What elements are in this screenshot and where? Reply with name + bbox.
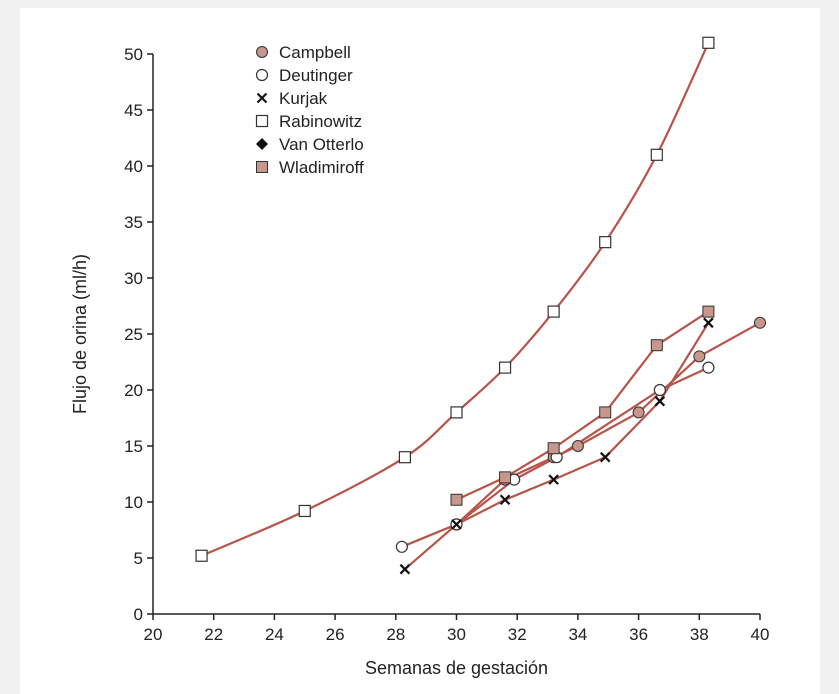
cross-stroke	[548, 474, 559, 485]
rabinowitz-point	[599, 236, 612, 249]
rabinowitz-line	[201, 42, 710, 557]
rabinowitz-point	[398, 451, 412, 464]
chart-panel: 20 22 24 26 28 30 32 34 36 38 40 0 5 10 15 20 25 30 35 40 45…	[20, 8, 820, 694]
legend-deutinger-label: Deutinger	[279, 66, 353, 85]
cross-stroke	[599, 451, 611, 463]
x-axis-title: Semanas de gestación	[365, 658, 548, 678]
rabinowitz-point	[702, 36, 715, 49]
legend-wladimiroff-marker	[256, 161, 268, 173]
deutinger-point	[653, 383, 666, 397]
y-tick-label: 15	[124, 437, 143, 456]
kurjak-point	[703, 317, 714, 329]
cross-stroke	[451, 519, 462, 530]
legend-van-otterlo-label: Van Otterlo	[279, 135, 364, 154]
rabinowitz-point	[195, 549, 208, 562]
y-tick-label: 25	[124, 325, 143, 344]
wladimiroff-point	[599, 406, 612, 419]
wladimiroff-point	[702, 305, 715, 318]
x-tick-label: 26	[326, 625, 345, 644]
legend-van-otterlo-marker	[256, 138, 268, 150]
y-tick-label: 30	[124, 269, 143, 288]
cross-stroke	[256, 92, 268, 104]
cross-stroke	[654, 395, 666, 407]
wladimiroff-point	[650, 339, 663, 352]
legend-kurjak-marker	[256, 92, 268, 104]
wladimiroff-point	[499, 471, 512, 484]
campbell-point	[754, 316, 766, 329]
y-axis-title: Flujo de orina (ml/h)	[70, 254, 90, 414]
axes: 20 22 24 26 28 30 32 34 36 38 40 0 5 10 15 20 25 30 35 40 45…	[124, 45, 769, 644]
campbell-point	[632, 406, 645, 419]
y-tick-label: 10	[124, 493, 143, 512]
wladimiroff-point	[547, 442, 560, 455]
x-tick-label: 38	[690, 625, 709, 644]
kurjak-point	[451, 519, 462, 530]
cross-stroke	[703, 317, 714, 329]
rabinowitz-point	[450, 406, 463, 419]
y-tick-label: 40	[124, 157, 143, 176]
x-tick-label: 28	[386, 625, 405, 644]
legend-campbell-marker	[256, 46, 268, 58]
legend-deutinger-marker	[255, 68, 269, 82]
kurjak-point	[399, 563, 411, 575]
x-tick-label: 20	[144, 625, 163, 644]
deutinger-point	[395, 540, 408, 553]
cross-stroke	[499, 494, 511, 506]
y-tick-label: 20	[124, 381, 143, 400]
kurjak-point	[499, 494, 511, 506]
rabinowitz-point	[650, 148, 663, 161]
kurjak-point	[654, 395, 666, 407]
kurjak-point	[599, 451, 611, 463]
legend-kurjak-label: Kurjak	[279, 89, 328, 108]
deutinger-point	[702, 361, 715, 374]
rabinowitz-point	[547, 305, 560, 318]
x-tick-label: 30	[447, 625, 466, 644]
cross-stroke	[399, 563, 411, 575]
legend-wladimiroff-label: Wladimiroff	[279, 158, 364, 177]
x-tick-label: 40	[751, 625, 770, 644]
y-tick-label: 5	[134, 549, 143, 568]
x-tick-label: 32	[508, 625, 527, 644]
wladimiroff-point	[450, 493, 463, 506]
legend-campbell-label: Campbell	[279, 43, 351, 62]
wladimiroff-line	[456, 310, 710, 501]
x-tick-label: 36	[629, 625, 648, 644]
y-tick-label: 0	[134, 605, 143, 624]
campbell-point	[571, 440, 584, 452]
legend-rabinowitz-marker	[255, 114, 269, 128]
y-tick-label: 50	[124, 45, 143, 64]
x-tick-label: 34	[568, 625, 587, 644]
line-chart: 20 22 24 26 28 30 32 34 36 38 40 0 5 10 15 20 25 30 35 40 45…	[70, 36, 769, 678]
rabinowitz-point	[498, 361, 512, 374]
campbell-point	[693, 350, 706, 363]
y-tick-label: 45	[124, 101, 143, 120]
x-tick-label: 24	[265, 625, 284, 644]
x-tick-label: 22	[204, 625, 223, 644]
rabinowitz-point	[298, 504, 311, 518]
legend: Campbell Deutinger Kurjak Rabinowitz Van Ott…	[255, 43, 364, 177]
kurjak-point	[548, 474, 559, 485]
legend-rabinowitz-label: Rabinowitz	[279, 112, 362, 131]
y-tick-label: 35	[124, 213, 143, 232]
series-markers	[195, 36, 766, 575]
